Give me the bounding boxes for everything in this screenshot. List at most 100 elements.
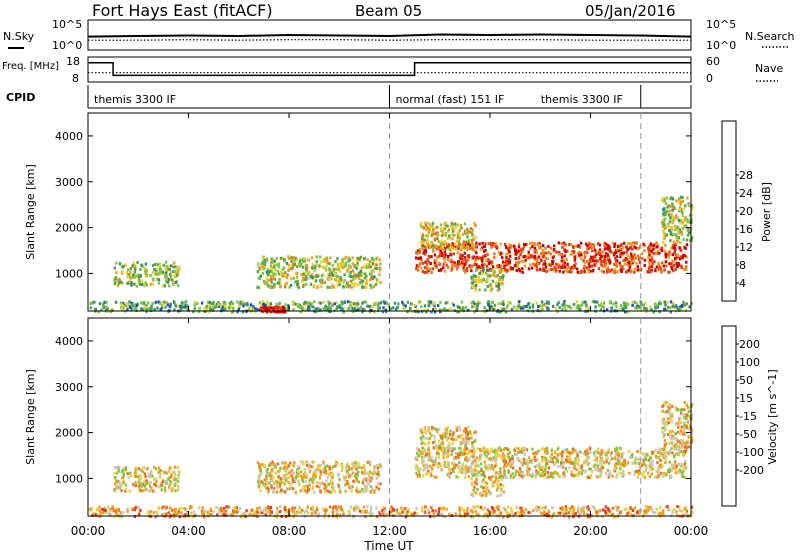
velocity-echo-cell bbox=[357, 470, 360, 474]
power-echo-cell bbox=[436, 246, 440, 250]
power-echo-cell bbox=[271, 285, 274, 289]
power-echo-cell bbox=[413, 303, 416, 307]
velocity-echo-cell bbox=[622, 451, 625, 455]
velocity-echo-cell bbox=[270, 484, 273, 487]
frequency-right-label: Nave bbox=[755, 62, 783, 75]
power-echo-cell bbox=[150, 307, 153, 311]
velocity-echo-cell bbox=[627, 450, 631, 454]
velocity-echo-cell bbox=[570, 470, 573, 474]
power-echo-cell bbox=[566, 249, 569, 253]
power-echo-cell bbox=[640, 308, 643, 312]
power-echo-cell bbox=[310, 273, 314, 277]
velocity-echo-cell bbox=[292, 480, 295, 483]
velocity-echo-cell bbox=[599, 462, 602, 466]
power-echo-cell bbox=[328, 285, 332, 289]
velocity-echo-cell bbox=[557, 474, 561, 478]
power-echo-cell bbox=[357, 272, 361, 276]
power-echo-cell bbox=[685, 243, 689, 247]
velocity-echo-cell bbox=[420, 430, 423, 434]
velocity-echo-cell bbox=[570, 461, 573, 465]
velocity-echo-cell bbox=[292, 471, 296, 475]
power-echo-cell bbox=[539, 304, 542, 308]
velocity-echo-cell bbox=[660, 447, 663, 451]
power-echo-cell bbox=[470, 242, 473, 246]
power-echo-cell bbox=[537, 305, 540, 308]
velocity-echo-cell bbox=[355, 473, 359, 477]
velocity-echo-cell bbox=[488, 457, 491, 461]
power-echo-cell bbox=[159, 268, 162, 272]
velocity-echo-cell bbox=[564, 449, 567, 453]
velocity-echo-cell bbox=[494, 459, 497, 463]
velocity-echo-cell bbox=[428, 440, 431, 444]
velocity-echo-cell bbox=[414, 466, 418, 470]
velocity-echo-cell bbox=[583, 452, 586, 455]
power-echo-cell bbox=[643, 258, 647, 262]
velocity-echo-cell bbox=[677, 425, 680, 429]
power-echo-cell bbox=[149, 274, 152, 277]
velocity-echo-cell bbox=[684, 460, 687, 463]
velocity-echo-cell bbox=[346, 482, 349, 486]
power-echo-cell bbox=[260, 308, 263, 312]
power-echo-cell bbox=[478, 288, 481, 292]
power-echo-cell bbox=[586, 250, 589, 254]
power-echo-cell bbox=[596, 242, 600, 246]
velocity-echo-cell bbox=[678, 419, 681, 423]
velocity-echo-cell bbox=[472, 454, 475, 458]
power-echo-cell bbox=[555, 250, 558, 254]
power-echo-cell bbox=[663, 236, 666, 240]
power-echo-cell bbox=[371, 268, 375, 272]
power-echo-cell bbox=[578, 245, 582, 249]
velocity-echo-cell bbox=[365, 478, 368, 482]
velocity-echo-cell bbox=[473, 466, 477, 470]
velocity-echo-cell bbox=[566, 450, 569, 454]
velocity-echo-cell bbox=[301, 478, 304, 482]
velocity-echo-cell bbox=[261, 463, 264, 467]
velocity-echo-cell bbox=[509, 457, 512, 461]
power-echo-cell bbox=[554, 307, 558, 311]
velocity-echo-cell bbox=[267, 488, 270, 491]
velocity-echo-cell bbox=[508, 451, 511, 454]
power-echo-cell bbox=[424, 252, 427, 256]
velocity-echo-cell bbox=[534, 458, 537, 462]
power-echo-cell bbox=[673, 233, 677, 236]
power-echo-cell bbox=[174, 304, 177, 308]
velocity-echo-cell bbox=[177, 470, 181, 474]
power-echo-cell bbox=[139, 267, 142, 271]
power-echo-cell bbox=[613, 268, 617, 272]
velocity-echo-cell bbox=[366, 476, 369, 480]
power-echo-cell bbox=[284, 307, 288, 310]
power-echo-cell bbox=[484, 271, 487, 275]
power-echo-cell bbox=[667, 204, 671, 208]
velocity-echo-cell bbox=[596, 469, 600, 473]
velocity-echo-cell bbox=[499, 483, 502, 487]
power-echo-cell bbox=[277, 265, 280, 269]
velocity-echo-cell bbox=[654, 454, 658, 458]
velocity-echo-cell bbox=[169, 475, 173, 479]
velocity-echo-cell bbox=[484, 491, 487, 495]
power-echo-cell bbox=[418, 300, 422, 304]
power-echo-cell bbox=[369, 283, 372, 287]
power-echo-cell bbox=[627, 264, 631, 267]
velocity-echo-cell bbox=[136, 474, 139, 478]
velocity-echo-cell bbox=[415, 455, 418, 459]
velocity-echo-cell bbox=[273, 490, 276, 494]
velocity-echo-cell bbox=[367, 482, 370, 486]
velocity-echo-cell bbox=[478, 458, 481, 462]
velocity-echo-cell bbox=[629, 456, 632, 459]
power-echo-cell bbox=[580, 257, 583, 261]
velocity-echo-cell bbox=[268, 481, 271, 485]
power-echo-cell bbox=[630, 252, 633, 256]
power-echo-cell bbox=[681, 210, 684, 214]
velocity-echo-cell bbox=[455, 428, 459, 432]
velocity-echo-cell bbox=[661, 426, 664, 430]
velocity-echo-cell bbox=[309, 478, 312, 482]
velocity-echo-cell bbox=[288, 508, 291, 512]
power-echo-cell bbox=[452, 229, 455, 233]
velocity-echo-cell bbox=[463, 452, 466, 456]
velocity-echo-cell bbox=[687, 406, 690, 410]
power-echo-cell bbox=[262, 265, 265, 269]
power-echo-cell bbox=[375, 263, 378, 267]
power-echo-cell bbox=[410, 310, 414, 314]
power-echo-cell bbox=[315, 307, 318, 311]
velocity-echo-cell bbox=[492, 459, 495, 462]
